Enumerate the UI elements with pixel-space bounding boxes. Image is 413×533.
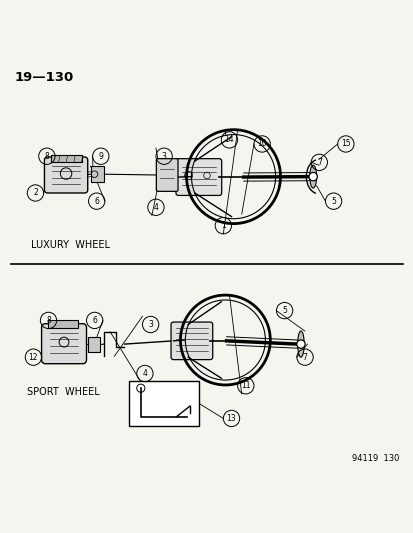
Circle shape (310, 174, 315, 180)
Text: 8: 8 (45, 152, 49, 161)
FancyBboxPatch shape (176, 159, 221, 196)
Bar (129, 381, 198, 426)
Text: 15: 15 (340, 140, 350, 149)
Text: 9: 9 (98, 152, 103, 161)
Circle shape (297, 341, 303, 347)
Text: 12: 12 (28, 353, 38, 362)
FancyBboxPatch shape (44, 157, 88, 193)
Bar (90, 166, 103, 182)
Circle shape (309, 173, 316, 181)
Bar (51, 156, 81, 162)
Ellipse shape (297, 331, 304, 357)
Text: 4: 4 (153, 203, 158, 212)
Ellipse shape (309, 165, 316, 188)
Text: 3: 3 (161, 152, 166, 161)
Text: 14: 14 (224, 135, 234, 144)
Text: 5: 5 (330, 197, 335, 206)
Text: 13: 13 (226, 414, 236, 423)
Bar (88, 337, 100, 352)
Text: 4: 4 (142, 369, 147, 378)
Text: 7: 7 (316, 158, 321, 167)
Text: 94119  130: 94119 130 (351, 454, 398, 463)
Text: 3: 3 (148, 320, 153, 329)
FancyBboxPatch shape (41, 324, 86, 364)
Text: 10: 10 (257, 140, 266, 149)
Text: 6: 6 (94, 197, 99, 206)
Text: SPORT  WHEEL: SPORT WHEEL (27, 387, 100, 397)
Circle shape (296, 340, 304, 348)
Text: 2: 2 (33, 189, 38, 198)
Text: 5: 5 (282, 306, 286, 315)
Bar (47, 320, 78, 328)
Text: 1: 1 (221, 221, 225, 230)
Text: 11: 11 (240, 381, 250, 390)
FancyBboxPatch shape (156, 159, 178, 191)
Text: LUXURY  WHEEL: LUXURY WHEEL (31, 240, 110, 250)
Text: 8: 8 (46, 316, 51, 325)
FancyBboxPatch shape (171, 322, 212, 360)
Text: 6: 6 (92, 316, 97, 325)
Text: 19—130: 19—130 (15, 71, 74, 84)
Text: 7: 7 (302, 353, 307, 362)
